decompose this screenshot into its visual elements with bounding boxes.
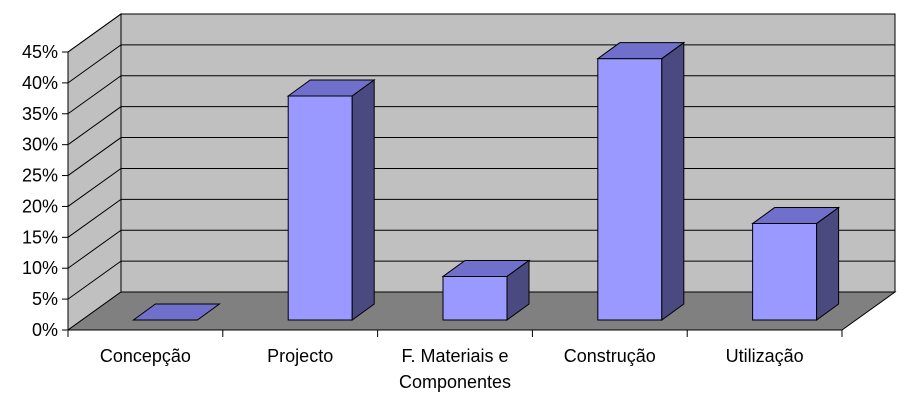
- y-tick-label: 25%: [22, 166, 58, 186]
- x-category-label-line: Construção: [564, 346, 656, 366]
- x-category-label: Utilização: [726, 346, 804, 366]
- x-category-label-line: F. Materiais e: [401, 346, 508, 366]
- x-category-label-line: Utilização: [726, 346, 804, 366]
- side-wall: [67, 13, 122, 331]
- y-tick-label: 15%: [22, 227, 58, 247]
- axes: [62, 51, 843, 337]
- bar: [441, 259, 531, 321]
- bar-front: [442, 275, 508, 321]
- y-tick-label: 5%: [32, 289, 58, 309]
- bar-front: [287, 95, 353, 321]
- bar-side: [816, 206, 840, 321]
- gridline: [67, 13, 895, 53]
- x-category-label-line: Componentes: [399, 372, 511, 392]
- bar-front: [597, 58, 663, 321]
- x-category-label: Projecto: [267, 346, 333, 366]
- bar: [286, 79, 376, 321]
- x-category-label-line: Projecto: [267, 346, 333, 366]
- bar: [751, 206, 841, 321]
- y-tick-label: 30%: [22, 135, 58, 155]
- x-category-label: Concepção: [100, 346, 191, 366]
- bar-side: [351, 79, 375, 321]
- bar-side: [506, 259, 530, 321]
- y-tick-label: 40%: [22, 73, 58, 93]
- bar: [596, 41, 686, 321]
- y-tick-label: 0%: [32, 320, 58, 340]
- bar-side: [661, 41, 685, 321]
- bars: [131, 41, 841, 321]
- y-tick-label: 10%: [22, 258, 58, 278]
- y-tick-label: 35%: [22, 104, 58, 124]
- bar-top: [131, 303, 221, 321]
- bar-front: [752, 223, 818, 321]
- y-tick-label: 45%: [22, 42, 58, 62]
- x-category-label: F. Materiais e Componentes: [399, 346, 511, 392]
- x-category-label-line: Concepção: [100, 346, 191, 366]
- y-tick-label: 20%: [22, 196, 58, 216]
- x-category-label: Construção: [564, 346, 656, 366]
- y-axis-tick-labels: 0% 5% 10% 15% 20% 25% 30% 35% 40% 45%: [22, 42, 58, 340]
- bar: [131, 303, 221, 321]
- x-axis-category-labels: Concepção Projecto F. Materiais e Component…: [100, 346, 804, 392]
